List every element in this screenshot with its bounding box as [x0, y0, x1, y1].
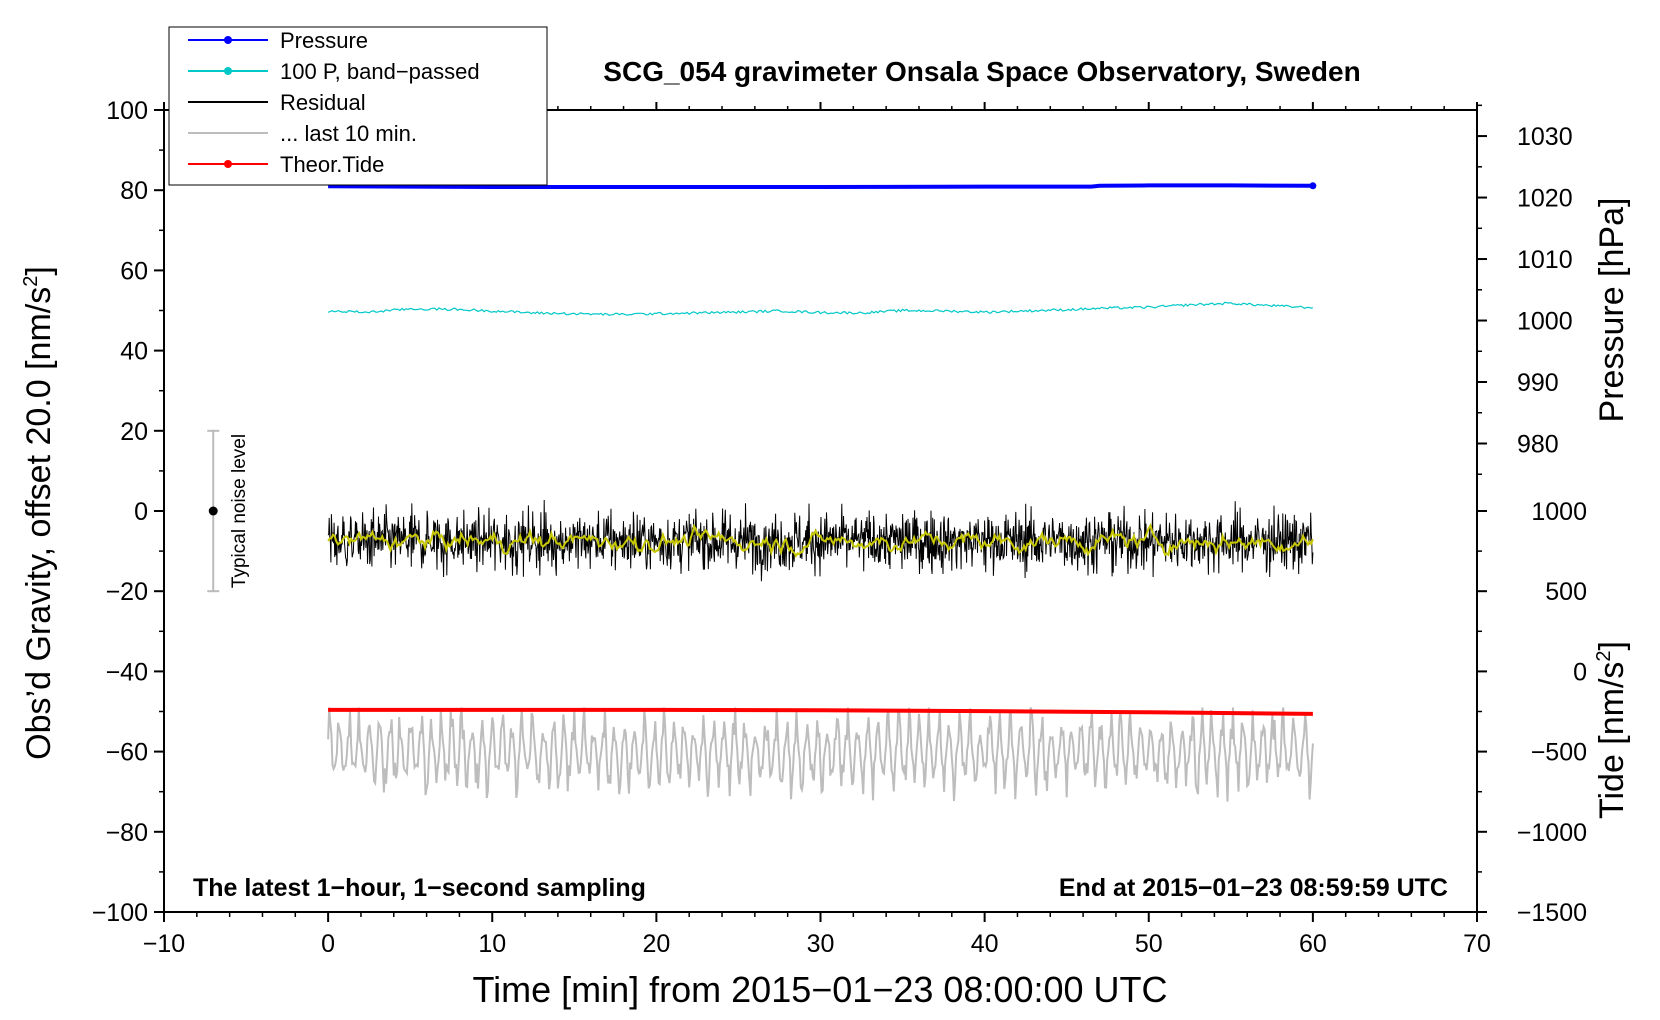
axes-group: −10 0 10 20 30 40 50 60 70−100−80−60−40−20020406…: [92, 97, 1587, 958]
tide-tick-label: −500: [1531, 739, 1587, 767]
x-tick-label: 30: [807, 930, 835, 958]
legend-label: ... last 10 min.: [280, 121, 417, 146]
y-tick-label: −60: [106, 739, 148, 767]
pressure-axis-label: Pressure [hPa]: [1593, 198, 1631, 423]
x-tick-label: 50: [1135, 930, 1163, 958]
sampling-annotation: The latest 1−hour, 1−second sampling: [193, 874, 646, 902]
y-tick-label: −100: [92, 899, 148, 927]
pressure-tick-label: 1010: [1517, 246, 1573, 274]
last-10-min-line: [327, 707, 1314, 802]
y-axis-label-main: Obs’d Gravity, offset 20.0 [nm/s: [20, 287, 58, 760]
x-tick-label: 20: [642, 930, 670, 958]
y-axis-label-sup: 2: [20, 276, 42, 287]
legend: Pressure 100 P, band−passed Residual ... la…: [168, 26, 548, 186]
x-tick-label: 60: [1299, 930, 1327, 958]
legend-swatch-marker: [224, 160, 232, 168]
legend-label: Theor.Tide: [280, 152, 384, 177]
y-axis-label: Obs’d Gravity, offset 20.0 [nm/s2]: [20, 266, 58, 760]
y-axis-label-end: ]: [20, 266, 58, 275]
tide-tick-label: −1500: [1517, 899, 1587, 927]
bandpassed-pressure-line: [327, 301, 1314, 316]
legend-swatch-marker: [224, 36, 232, 44]
noise-level-indicator: Typical noise level: [207, 429, 250, 593]
pressure-line: [328, 183, 1313, 189]
y-tick-label: −40: [106, 658, 148, 686]
x-tick-label: −10: [143, 930, 185, 958]
pressure-tick-label: 980: [1517, 430, 1559, 458]
y-tick-label: 100: [106, 97, 148, 125]
y-tick-label: −20: [106, 578, 148, 606]
pressure-tick-label: 990: [1517, 369, 1559, 397]
x-tick-label: 70: [1463, 930, 1491, 958]
legend-label: 100 P, band−passed: [280, 59, 480, 84]
x-tick-label: 40: [971, 930, 999, 958]
tide-axis-label: Tide [nm/s2]: [1593, 641, 1631, 819]
legend-label: Residual: [280, 90, 366, 115]
tide-line: [328, 707, 1313, 716]
pressure-tick-label: 1020: [1517, 185, 1573, 213]
tide-axis-label-end: ]: [1593, 641, 1631, 650]
end-time-annotation: End at 2015−01−23 08:59:59 UTC: [1059, 874, 1448, 902]
noise-level-label: Typical noise level: [229, 434, 250, 588]
tide-tick-label: 1000: [1531, 498, 1587, 526]
pressure-tick-label: 1000: [1517, 308, 1573, 336]
pressure-tick-label: 1030: [1517, 123, 1573, 151]
x-tick-label: 10: [478, 930, 506, 958]
y-tick-label: 40: [120, 338, 148, 366]
x-axis-label: Time [min] from 2015−01−23 08:00:00 UTC: [472, 969, 1167, 1010]
x-tick-label: 0: [321, 930, 335, 958]
y-tick-label: 0: [134, 498, 148, 526]
residual-line: [327, 499, 1314, 582]
tide-axis-label-sup: 2: [1593, 650, 1615, 661]
tide-tick-label: −1000: [1517, 819, 1587, 847]
tide-tick-label: 500: [1545, 578, 1587, 606]
pressure-end-marker: [1309, 182, 1317, 190]
residual-smoothed-line: [327, 523, 1314, 559]
chart-title: SCG_054 gravimeter Onsala Space Observat…: [603, 56, 1360, 87]
series-group: [327, 182, 1317, 802]
y-tick-label: 60: [120, 257, 148, 285]
tide-axis-label-main: Tide [nm/s: [1593, 662, 1631, 819]
y-tick-label: 80: [120, 177, 148, 205]
y-tick-label: −80: [106, 819, 148, 847]
legend-label: Pressure: [280, 28, 368, 53]
plot-frame: [163, 109, 1478, 913]
tide-tick-label: 0: [1573, 658, 1587, 686]
legend-box: [168, 26, 548, 186]
noise-bar-center: [208, 506, 218, 516]
legend-swatch-marker: [224, 67, 232, 75]
y-tick-label: 20: [120, 418, 148, 446]
